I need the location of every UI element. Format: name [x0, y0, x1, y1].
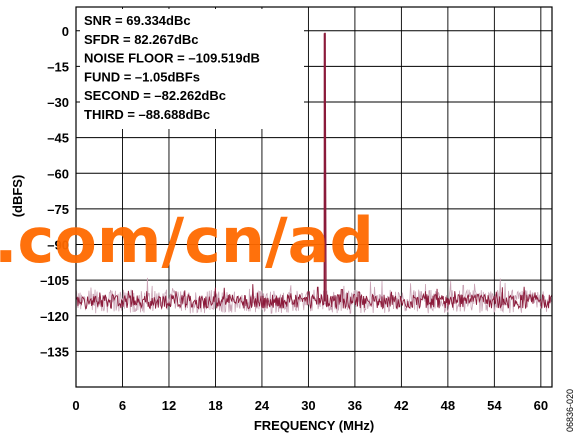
y-tick-label: –15	[47, 59, 69, 74]
y-tick-labels: 0 –15 –30 –45 –60 –75 –90 –105 –120 –135	[40, 24, 69, 360]
y-tick-label: –105	[40, 273, 69, 288]
x-tick-label: 12	[162, 398, 176, 413]
y-tick-label: –60	[47, 166, 69, 181]
y-tick-label: –45	[47, 131, 69, 146]
x-tick-label: 18	[208, 398, 222, 413]
annotation-block: SNR = 69.334dBc SFDR = 82.267dBc NOISE FLO…	[84, 13, 260, 122]
annotation-line: NOISE FLOOR = –109.519dB	[84, 51, 260, 66]
x-tick-label: 54	[487, 398, 502, 413]
y-tick-label: –75	[47, 202, 69, 217]
y-tick-label: –120	[40, 309, 69, 324]
annotation-line: THIRD = –88.688dBc	[84, 107, 210, 122]
figure-code: 06836-020	[565, 389, 575, 432]
y-tick-label: –30	[47, 95, 69, 110]
x-tick-label: 48	[441, 398, 455, 413]
annotation-box	[80, 9, 304, 129]
x-tick-label: 6	[119, 398, 126, 413]
x-tick-label: 36	[348, 398, 362, 413]
x-tick-label: 42	[394, 398, 408, 413]
x-tick-labels: 0 6 12 18 24 30 36 42 48 54 60	[72, 398, 548, 413]
x-tick-label: 0	[72, 398, 79, 413]
plot-frame	[75, 6, 553, 388]
spectrum-trace-line	[75, 32, 553, 311]
spectrum-trace	[75, 32, 553, 314]
annotation-line: FUND = –1.05dBFs	[84, 69, 200, 84]
y-tick-label: –135	[40, 344, 69, 359]
watermark: .com/cn/ad	[0, 204, 374, 277]
y-tick-label: –90	[47, 238, 69, 253]
x-tick-label: 60	[534, 398, 548, 413]
y-tick-label: 0	[62, 24, 69, 39]
x-tick-label: 24	[255, 398, 270, 413]
y-axis-label: (dBFS)	[10, 175, 25, 218]
x-axis-label: FREQUENCY (MHz)	[254, 418, 374, 433]
annotation-line: SECOND = –82.262dBc	[84, 88, 226, 103]
annotation-line: SNR = 69.334dBc	[84, 13, 191, 28]
annotation-line: SFDR = 82.267dBc	[84, 32, 199, 47]
x-tick-label: 30	[301, 398, 315, 413]
